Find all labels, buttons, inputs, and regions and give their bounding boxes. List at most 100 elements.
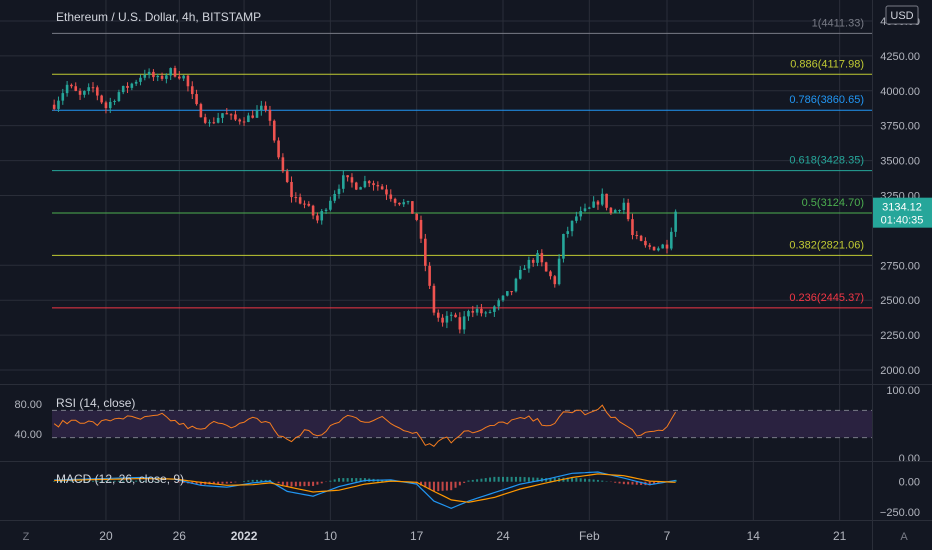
candle-body bbox=[596, 201, 600, 205]
candle-body bbox=[247, 115, 250, 122]
candle-body bbox=[536, 253, 539, 263]
rsi-line bbox=[53, 404, 677, 447]
candle-body bbox=[100, 95, 103, 103]
candle-body bbox=[121, 85, 125, 93]
left-axis-label: 80.00 bbox=[14, 399, 42, 411]
currency-button[interactable] bbox=[885, 5, 919, 25]
fib-level-label: 0.236(2445.37) bbox=[789, 292, 864, 304]
candle-body bbox=[186, 75, 190, 87]
bottom-left-label[interactable]: Z bbox=[23, 531, 30, 543]
candle-body bbox=[165, 75, 168, 79]
candle-body bbox=[190, 86, 194, 95]
candle-body bbox=[557, 258, 561, 285]
time-tick-label: 26 bbox=[173, 529, 187, 543]
candle-body bbox=[553, 276, 557, 285]
currency-label: USD bbox=[890, 10, 913, 22]
candle-body bbox=[234, 114, 237, 120]
candle-body bbox=[402, 202, 406, 205]
price-tick-label: 4000.00 bbox=[880, 86, 920, 98]
candle-body bbox=[436, 312, 440, 318]
candle-body bbox=[600, 193, 604, 205]
candle-body bbox=[540, 253, 544, 263]
candle-body bbox=[333, 193, 336, 201]
candle-body bbox=[57, 100, 60, 109]
candlestick-series bbox=[52, 65, 677, 334]
macd-pane bbox=[53, 471, 677, 509]
candle-body bbox=[609, 207, 613, 214]
bottom-right-label[interactable]: A bbox=[900, 531, 908, 543]
candle-body bbox=[531, 259, 535, 263]
candle-body bbox=[484, 312, 488, 314]
candle-body bbox=[475, 308, 479, 313]
fib-level-label: 0.786(3860.65) bbox=[789, 94, 864, 106]
candle-body bbox=[389, 194, 393, 199]
macd-tick-label: −250.00 bbox=[880, 507, 920, 519]
candle-body bbox=[480, 308, 483, 314]
candle-body bbox=[320, 211, 324, 221]
price-tick-label: 3750.00 bbox=[880, 121, 920, 133]
time-axis[interactable]: 20 26 2022 10 17 24 Feb 7 14 21 bbox=[99, 529, 846, 543]
candle-body bbox=[61, 93, 65, 101]
candle-body bbox=[458, 317, 462, 330]
candle-body bbox=[303, 203, 306, 205]
candle-body bbox=[449, 314, 453, 316]
candle-body bbox=[346, 175, 349, 178]
last-price-tag: 3134.12 01:40:35 bbox=[873, 197, 932, 228]
macd-signal-line bbox=[54, 473, 676, 503]
candle-body bbox=[169, 68, 172, 76]
candle-body bbox=[566, 231, 570, 234]
candle-body bbox=[514, 278, 518, 292]
candle-body bbox=[428, 265, 431, 286]
candle-body bbox=[549, 271, 552, 277]
candle-body bbox=[631, 219, 634, 236]
candle-body bbox=[272, 120, 276, 141]
chart-title: Ethereum / U.S. Dollar, 4h, BITSTAMP bbox=[56, 10, 261, 24]
candle-body bbox=[544, 262, 548, 272]
candle-body bbox=[117, 92, 121, 101]
candle-body bbox=[337, 188, 341, 194]
candle-body bbox=[462, 316, 466, 330]
candle-body bbox=[195, 94, 198, 105]
candle-body bbox=[307, 203, 311, 206]
grid bbox=[0, 0, 872, 520]
candle-body bbox=[91, 87, 95, 89]
candle-body bbox=[372, 183, 375, 186]
time-tick-label: 21 bbox=[833, 529, 847, 543]
rsi-tick-label: 100.00 bbox=[886, 385, 920, 397]
candle-body bbox=[367, 181, 371, 184]
candle-body bbox=[255, 110, 259, 118]
candle-body bbox=[657, 248, 660, 251]
candle-body bbox=[130, 83, 134, 88]
candle-body bbox=[311, 205, 315, 216]
candle-body bbox=[139, 77, 142, 82]
candle-body bbox=[281, 157, 285, 172]
candle-body bbox=[143, 74, 147, 78]
candle-body bbox=[221, 113, 224, 118]
price-tick-label: 2750.00 bbox=[880, 260, 920, 272]
candle-body bbox=[592, 201, 595, 208]
candle-body bbox=[242, 121, 246, 123]
time-tick-label: Feb bbox=[579, 529, 600, 543]
price-tick-label: 3500.00 bbox=[880, 156, 920, 168]
candle-body bbox=[411, 201, 414, 214]
candle-body bbox=[290, 181, 293, 198]
candle-body bbox=[294, 197, 298, 199]
candle-body bbox=[579, 211, 582, 217]
candle-body bbox=[96, 87, 99, 96]
fib-level-label: 1(4411.33) bbox=[812, 17, 864, 29]
candle-body bbox=[639, 235, 643, 241]
candle-body bbox=[518, 269, 522, 279]
candle-body bbox=[398, 202, 401, 205]
candle-body bbox=[648, 245, 652, 247]
candle-body bbox=[523, 268, 526, 270]
candle-body bbox=[238, 119, 242, 122]
fibonacci-levels: 1(4411.33) 0.886(4117.98) 0.786(3860.65) 0.… bbox=[52, 17, 872, 309]
candle-body bbox=[208, 122, 211, 124]
candle-body bbox=[605, 193, 608, 208]
left-axis-label: 40.00 bbox=[14, 429, 42, 441]
candle-body bbox=[78, 90, 82, 95]
fib-level-label: 0.382(2821.06) bbox=[789, 239, 864, 251]
candle-body bbox=[329, 200, 332, 210]
